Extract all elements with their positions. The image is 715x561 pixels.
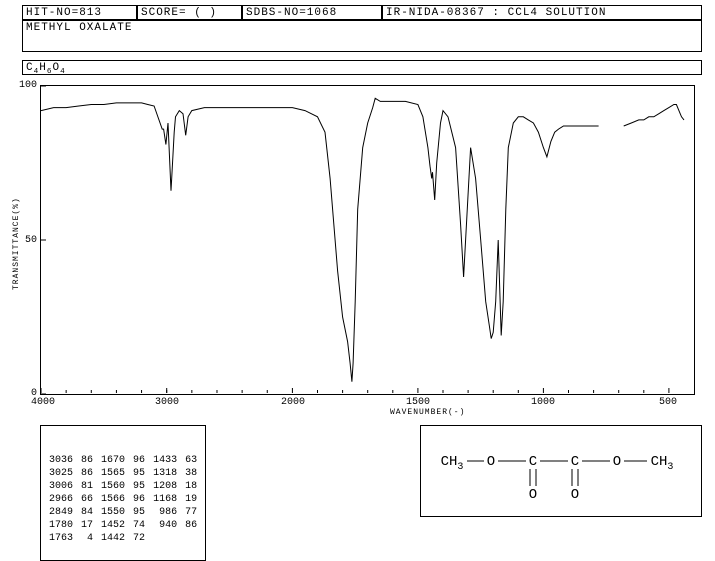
peak-cell: 1168 bbox=[149, 493, 181, 506]
ytick-50: 50 bbox=[12, 235, 37, 246]
peak-cell: 95 bbox=[129, 480, 149, 493]
peak-cell: 1670 bbox=[97, 454, 129, 467]
xtick-3000: 3000 bbox=[152, 397, 182, 408]
sdbs-no-box: SDBS-NO=1068 bbox=[242, 5, 382, 20]
peak-cell: 63 bbox=[181, 454, 201, 467]
svg-text:O: O bbox=[529, 487, 537, 503]
ir-info-box: IR-NIDA-08367 : CCL4 SOLUTION bbox=[382, 5, 702, 20]
peak-cell: 1763 bbox=[45, 532, 77, 545]
peak-cell: 3036 bbox=[45, 454, 77, 467]
peak-cell: 1208 bbox=[149, 480, 181, 493]
peak-cell: 1565 bbox=[97, 467, 129, 480]
svg-text:CH3: CH3 bbox=[651, 454, 674, 473]
peak-cell: 1442 bbox=[97, 532, 129, 545]
peak-cell: 96 bbox=[129, 454, 149, 467]
molecular-structure: CH3 O C C O CH3 O O bbox=[420, 425, 702, 517]
score-box: SCORE= ( ) bbox=[137, 5, 242, 20]
compound-name-box: METHYL OXALATE bbox=[22, 20, 702, 52]
peak-cell: 86 bbox=[181, 519, 201, 532]
peak-cell: 3025 bbox=[45, 467, 77, 480]
peak-cell bbox=[149, 532, 181, 545]
peak-cell: 66 bbox=[77, 493, 97, 506]
peak-cell: 1318 bbox=[149, 467, 181, 480]
peak-cell: 74 bbox=[129, 519, 149, 532]
peak-cell: 19 bbox=[181, 493, 201, 506]
ir-spectrum-chart bbox=[40, 85, 695, 395]
peak-cell: 18 bbox=[181, 480, 201, 493]
peak-cell: 72 bbox=[129, 532, 149, 545]
peak-cell: 17 bbox=[77, 519, 97, 532]
x-axis-label: WAVENUMBER(-) bbox=[390, 408, 465, 417]
peak-cell: 95 bbox=[129, 467, 149, 480]
svg-text:C: C bbox=[571, 454, 579, 470]
svg-text:C: C bbox=[529, 454, 537, 470]
xtick-4000: 4000 bbox=[28, 397, 58, 408]
svg-text:O: O bbox=[613, 454, 621, 470]
peak-cell: 86 bbox=[77, 467, 97, 480]
peak-cell: 1566 bbox=[97, 493, 129, 506]
formula-box: C4H6O4 bbox=[22, 60, 702, 75]
peak-cell bbox=[181, 532, 201, 545]
xtick-2000: 2000 bbox=[278, 397, 308, 408]
peak-cell: 96 bbox=[129, 493, 149, 506]
peak-cell: 38 bbox=[181, 467, 201, 480]
xtick-1000: 1000 bbox=[528, 397, 558, 408]
peak-cell: 1452 bbox=[97, 519, 129, 532]
svg-text:O: O bbox=[487, 454, 495, 470]
peak-cell: 2966 bbox=[45, 493, 77, 506]
xtick-1500: 1500 bbox=[403, 397, 433, 408]
peak-cell: 1433 bbox=[149, 454, 181, 467]
peak-cell: 95 bbox=[129, 506, 149, 519]
svg-text:O: O bbox=[571, 487, 579, 503]
peak-cell: 3006 bbox=[45, 480, 77, 493]
peak-cell: 84 bbox=[77, 506, 97, 519]
peak-cell: 1550 bbox=[97, 506, 129, 519]
peak-cell: 86 bbox=[77, 454, 97, 467]
xtick-500: 500 bbox=[653, 397, 683, 408]
ytick-100: 100 bbox=[12, 80, 37, 91]
hit-no-box: HIT-NO=813 bbox=[22, 5, 137, 20]
peak-cell: 986 bbox=[149, 506, 181, 519]
peak-cell: 81 bbox=[77, 480, 97, 493]
peak-cell: 1560 bbox=[97, 480, 129, 493]
peak-cell: 940 bbox=[149, 519, 181, 532]
peak-cell: 1780 bbox=[45, 519, 77, 532]
peak-cell: 4 bbox=[77, 532, 97, 545]
peak-cell: 77 bbox=[181, 506, 201, 519]
peak-cell: 2849 bbox=[45, 506, 77, 519]
svg-text:CH3: CH3 bbox=[441, 454, 464, 473]
peak-table: 3036861670961433633025861565951318383006… bbox=[40, 425, 206, 561]
